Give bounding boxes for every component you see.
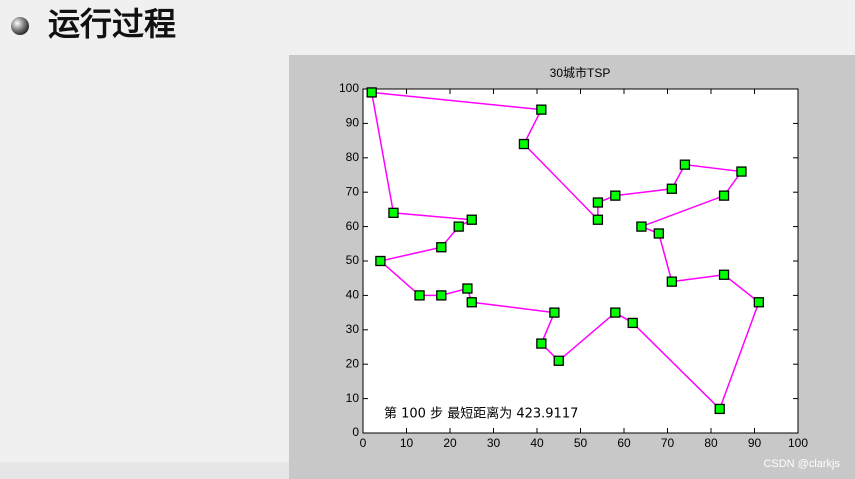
x-tick-label: 90	[748, 436, 762, 450]
x-tick-label: 70	[661, 436, 675, 450]
city-marker	[714, 403, 725, 415]
city-marker	[627, 317, 638, 329]
city-marker	[375, 255, 386, 267]
bullet	[11, 17, 29, 35]
x-tick-label: 80	[704, 436, 718, 450]
y-tick-label: 0	[352, 425, 359, 439]
city-marker	[518, 138, 530, 150]
city-marker	[753, 297, 764, 308]
city-marker	[592, 197, 604, 208]
x-tick-label: 60	[617, 436, 631, 450]
x-tick-label: 30	[487, 436, 501, 450]
city-marker	[466, 297, 477, 308]
x-tick-label: 20	[443, 436, 457, 450]
y-tick-label: 80	[346, 150, 360, 164]
city-marker	[436, 242, 447, 253]
city-marker	[592, 214, 604, 225]
y-tick-label: 70	[346, 184, 360, 198]
city-marker	[453, 221, 464, 232]
chart-title: 30城市TSP	[550, 65, 611, 80]
x-tick-label: 50	[574, 436, 588, 450]
city-marker	[666, 276, 677, 287]
y-tick-label: 20	[346, 356, 360, 370]
city-marker	[636, 221, 647, 232]
city-marker	[718, 190, 730, 201]
x-tick-label: 100	[788, 436, 808, 450]
city-marker	[436, 290, 447, 301]
y-tick-label: 100	[339, 81, 359, 95]
city-marker	[666, 183, 677, 194]
background-band	[0, 462, 289, 479]
city-marker	[366, 87, 377, 98]
y-tick-label: 60	[346, 219, 360, 233]
city-marker	[610, 307, 621, 318]
axes-box	[362, 88, 799, 434]
city-marker	[553, 355, 564, 366]
city-marker	[462, 283, 473, 294]
x-tick-label: 0	[360, 436, 367, 450]
y-tick-label: 90	[346, 116, 360, 130]
city-marker	[466, 214, 477, 225]
city-marker	[536, 338, 547, 349]
x-tick-label: 10	[400, 436, 414, 450]
y-tick-label: 50	[346, 253, 360, 267]
city-marker	[718, 269, 730, 280]
city-marker	[653, 228, 664, 239]
city-marker	[414, 290, 425, 301]
city-marker	[610, 190, 621, 201]
annotation: 第 100 步 最短距离为 423.9117	[384, 406, 578, 422]
y-tick-label: 40	[346, 288, 360, 302]
city-marker	[549, 307, 560, 318]
heading: 运行过程	[48, 5, 176, 43]
y-tick-label: 10	[346, 391, 360, 405]
x-tick-label: 40	[530, 436, 544, 450]
city-marker	[388, 207, 399, 218]
city-marker	[736, 166, 747, 177]
watermark: CSDN @clarkjs	[763, 458, 840, 470]
city-marker	[679, 159, 691, 170]
route-closing-line	[370, 92, 395, 213]
city-marker	[536, 104, 547, 115]
y-tick-label: 30	[346, 322, 360, 336]
